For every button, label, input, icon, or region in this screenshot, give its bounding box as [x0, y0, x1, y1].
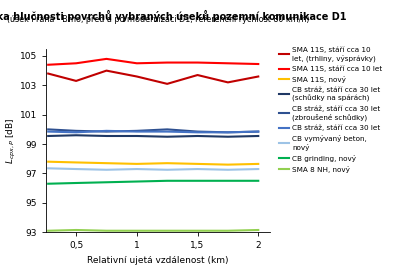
Text: Ukázka hlučnosti povrchů vybraných úseků pozemní komunikace D1: Ukázka hlučnosti povrchů vybraných úseků… [0, 9, 347, 22]
X-axis label: Relativní ujetá vzdálenost (km): Relativní ujetá vzdálenost (km) [87, 256, 229, 265]
Text: (úsek Praha - Brno, před a po modernizaci D1, referenční rychlost 80 km/h): (úsek Praha - Brno, před a po modernizac… [7, 15, 310, 24]
Legend: SMA 11S, stáří cca 10
let, (trhliny, výsprávky), SMA 11S, stáří cca 10 let, SMA : SMA 11S, stáří cca 10 let, (trhliny, výs… [277, 45, 384, 174]
Y-axis label: $L_{cpx,P}$ [dB]: $L_{cpx,P}$ [dB] [5, 117, 18, 164]
